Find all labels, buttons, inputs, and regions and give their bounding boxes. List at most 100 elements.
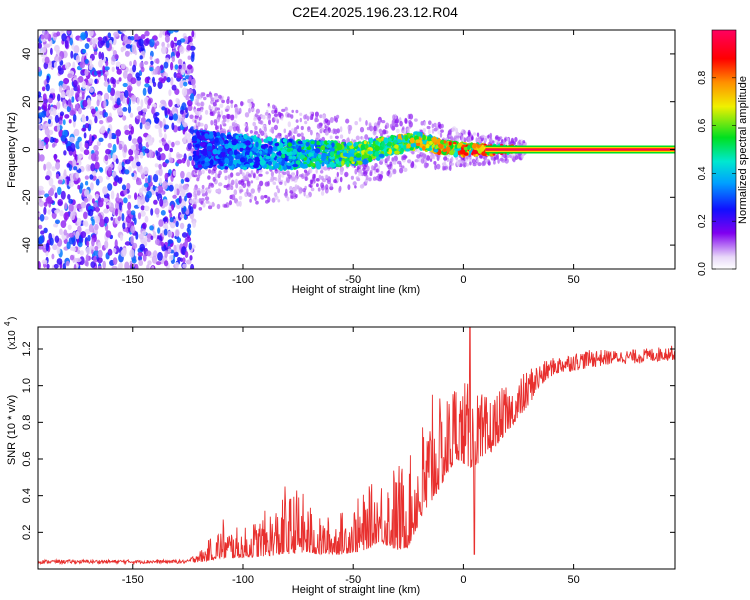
noise-mark <box>75 104 78 111</box>
noise-mark <box>175 261 180 269</box>
signal-halo-mark <box>273 124 278 131</box>
noise-mark <box>41 124 47 131</box>
noise-mark <box>46 75 50 84</box>
noise-mark <box>91 218 95 226</box>
signal-halo-mark <box>295 109 299 114</box>
signal-halo-mark <box>323 113 327 119</box>
noise-mark <box>38 112 45 118</box>
signal-halo-mark <box>295 119 299 123</box>
signal-halo-mark <box>289 190 294 194</box>
noise-mark <box>112 134 117 140</box>
signal-halo-mark <box>358 117 362 122</box>
noise-mark <box>97 39 104 49</box>
signal-core-mark <box>221 148 226 153</box>
signal-halo-mark <box>467 136 472 143</box>
signal-halo-mark <box>234 107 239 113</box>
noise-mark <box>38 185 44 191</box>
signal-halo-mark <box>194 119 197 124</box>
signal-core-mark <box>374 145 380 152</box>
signal-halo-mark <box>259 120 264 125</box>
noise-mark <box>47 209 51 215</box>
noise-mark <box>87 234 91 242</box>
signal-halo-mark <box>304 172 309 177</box>
signal-halo-mark <box>355 176 360 180</box>
signal-core-mark <box>442 148 447 153</box>
noise-mark <box>104 66 110 71</box>
noise-mark <box>72 79 78 87</box>
noise-mark <box>103 198 109 203</box>
signal-halo-mark <box>213 93 218 97</box>
signal-halo-mark <box>254 125 258 131</box>
noise-mark <box>114 54 119 60</box>
noise-mark <box>168 184 174 192</box>
signal-halo-mark <box>399 167 404 174</box>
figure-title: C2E4.2025.196.23.12.R04 <box>292 4 458 20</box>
noise-mark <box>43 206 47 215</box>
signal-core-mark <box>204 133 209 138</box>
noise-mark <box>60 220 67 229</box>
noise-mark <box>150 208 154 216</box>
signal-halo-mark <box>324 129 329 136</box>
signal-halo-mark <box>208 182 214 186</box>
noise-mark <box>188 155 193 161</box>
signal-core-mark <box>282 165 287 171</box>
noise-mark <box>131 160 137 169</box>
noise-mark <box>112 257 118 265</box>
noise-mark <box>162 199 169 207</box>
noise-mark <box>142 112 146 118</box>
signal-core-mark <box>243 133 248 140</box>
noise-mark <box>163 260 169 267</box>
signal-halo-mark <box>391 157 395 162</box>
noise-mark <box>107 32 112 39</box>
noise-mark <box>146 190 152 199</box>
signal-halo-mark <box>295 194 298 198</box>
noise-mark <box>66 176 70 186</box>
noise-mark <box>169 147 173 153</box>
noise-mark <box>44 30 50 40</box>
signal-halo-mark <box>272 181 277 185</box>
noise-mark <box>147 260 152 266</box>
noise-mark <box>48 97 53 104</box>
noise-mark <box>111 265 118 269</box>
y-tick-label: 0.6 <box>21 451 33 466</box>
noise-mark <box>186 159 190 168</box>
signal-halo-mark <box>292 187 296 193</box>
noise-mark <box>88 30 94 37</box>
noise-mark <box>184 251 189 258</box>
noise-mark <box>79 250 84 256</box>
signal-halo-mark <box>364 169 368 175</box>
noise-mark <box>43 163 47 171</box>
signal-core-mark <box>409 137 415 144</box>
signal-core-mark <box>292 155 297 160</box>
signal-halo-mark <box>286 177 290 184</box>
noise-mark <box>144 121 151 130</box>
noise-mark <box>62 119 66 126</box>
noise-mark <box>184 177 190 182</box>
signal-halo-mark <box>270 171 274 177</box>
noise-mark <box>68 198 74 204</box>
noise-mark <box>162 217 168 222</box>
signal-halo-mark <box>285 170 290 175</box>
signal-core-mark <box>306 146 312 150</box>
signal-halo-mark <box>304 120 308 125</box>
noise-mark <box>154 238 160 245</box>
noise-mark <box>53 263 59 269</box>
noise-mark <box>151 106 155 115</box>
x-tick-label: 50 <box>567 574 579 586</box>
signal-halo-mark <box>296 186 301 190</box>
noise-mark <box>82 99 88 108</box>
noise-mark <box>184 195 187 202</box>
noise-mark <box>122 70 128 79</box>
noise-mark <box>77 225 82 234</box>
signal-core-mark <box>219 163 224 167</box>
signal-core-mark <box>244 163 251 168</box>
signal-core-mark <box>446 146 451 153</box>
noise-mark <box>189 254 193 261</box>
signal-band <box>191 91 675 211</box>
signal-halo-mark <box>381 120 386 124</box>
signal-halo-mark <box>435 126 439 131</box>
noise-mark <box>60 190 66 200</box>
signal-halo-mark <box>370 165 374 171</box>
noise-mark <box>103 99 107 108</box>
